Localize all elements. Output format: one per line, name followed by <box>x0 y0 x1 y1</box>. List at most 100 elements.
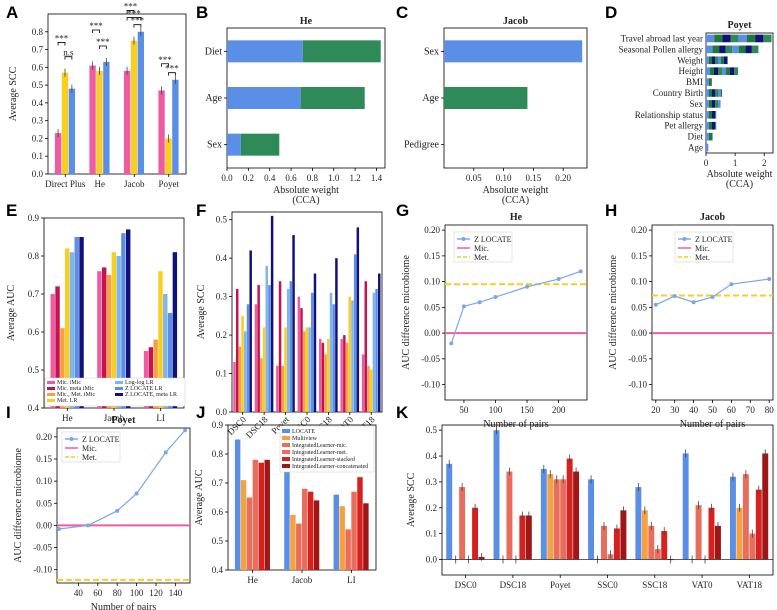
x-tick-label: 200 <box>552 405 566 415</box>
panel-title: Jacob <box>700 212 725 223</box>
panel-label-B: B <box>196 3 208 22</box>
bar-A <box>96 70 103 174</box>
bar-K <box>601 525 607 560</box>
bar-A <box>172 79 179 174</box>
y-tick-label: 0.6 <box>32 62 44 72</box>
y-tick-label: 0.15 <box>424 251 440 261</box>
bar-F <box>278 281 282 412</box>
x-tick-label: 0.6 <box>285 173 297 183</box>
bar-segment-D <box>725 45 733 54</box>
bar-A <box>103 62 110 174</box>
bar-segment-D <box>706 132 709 141</box>
y-tick-label: 0.8 <box>212 449 224 459</box>
bar-segment-D <box>706 111 709 119</box>
legend-label: Z LOCATE <box>82 435 120 444</box>
bar-J <box>240 480 247 570</box>
x-category-label: VAT0 <box>692 580 713 590</box>
x-tick-label: 80 <box>113 588 123 598</box>
bar-K <box>714 525 721 560</box>
bar-F <box>361 354 365 412</box>
y-tick-label: 0.05 <box>36 498 52 508</box>
bar-J <box>290 514 296 570</box>
bar-segment-D <box>706 78 709 86</box>
bar-K <box>506 471 513 560</box>
significance-bracket <box>57 42 66 46</box>
y-category-label: Sex <box>207 140 222 151</box>
bar-E <box>55 286 60 408</box>
bar-segment-D <box>712 111 715 119</box>
bar-segment-D <box>745 45 752 54</box>
series-line <box>655 278 770 306</box>
x-tick-label: 1 <box>733 158 738 168</box>
legend-label: Z LOCATE <box>474 235 512 244</box>
bar-F <box>375 288 378 412</box>
bar-K <box>525 515 532 560</box>
x-tick-label: 0.8 <box>307 173 319 183</box>
axes-frame <box>56 427 191 584</box>
data-point <box>134 491 139 496</box>
bar-K <box>560 479 567 560</box>
y-tick-label: 0.5 <box>216 215 228 225</box>
x-tick-label: 70 <box>746 405 756 415</box>
y-tick-label: 0.1 <box>216 369 227 379</box>
y-category-label: Age <box>205 93 222 104</box>
bar-segment-D <box>706 34 715 43</box>
bar-E <box>116 256 121 408</box>
bar-segment-D <box>722 67 727 75</box>
legend-label: Mic. iMic <box>57 380 81 386</box>
y-tick-label: 0.3 <box>426 477 438 487</box>
bar-F <box>257 285 260 412</box>
bar-F <box>343 335 346 412</box>
legend-label: Mic. <box>82 444 97 453</box>
x-axis-label: (CCA) <box>292 195 319 206</box>
legend-label: Met. <box>695 253 710 262</box>
bar-F <box>348 296 351 412</box>
y-axis-label: Average SCC <box>406 472 417 527</box>
panel-title: Poyet <box>112 415 137 426</box>
legend-swatch <box>47 381 55 384</box>
x-category-label: SSC18 <box>642 580 668 590</box>
bar-segment-D <box>712 89 715 97</box>
bar-segment-D <box>722 34 731 43</box>
panel-label-F: F <box>196 201 206 220</box>
data-point <box>578 269 583 274</box>
x-tick-label: 0.05 <box>466 173 482 183</box>
y-tick-label: 0.10 <box>36 476 52 486</box>
data-point <box>767 277 772 282</box>
bar-F <box>372 292 376 412</box>
bar-K <box>472 507 479 560</box>
bar-J <box>333 494 340 570</box>
data-point <box>183 428 188 433</box>
x-tick-label: 50 <box>459 405 469 415</box>
bar-F <box>313 273 317 412</box>
bar-segment-D <box>709 111 712 119</box>
panel-label-G: G <box>396 201 409 220</box>
bar-J <box>302 488 308 570</box>
axes-frame <box>441 424 774 576</box>
x-category-label: Direct Plus <box>45 179 86 189</box>
legend-swatch <box>115 381 123 384</box>
bar-K <box>736 507 743 560</box>
bar-C <box>444 40 583 63</box>
panel-G: He -0.10 -0.05 0.00 0.05 0.10 0.15 0.20 50 100 150… <box>401 212 588 430</box>
y-tick-label: -0.05 <box>628 354 647 364</box>
y-tick-label: -0.10 <box>628 380 647 390</box>
y-tick-label: 0.1 <box>426 529 437 539</box>
y-tick-label: 0.15 <box>36 454 52 464</box>
y-category-label: Pedigree <box>404 140 440 151</box>
bar-F <box>353 254 357 412</box>
significance-bracket <box>64 56 73 60</box>
bar-E <box>50 294 55 408</box>
y-category-label: Sex <box>690 99 704 109</box>
bar-F <box>302 331 306 412</box>
y-tick-label: 0.7 <box>212 478 224 488</box>
bar-segment-D <box>709 56 712 65</box>
panel-E: 0.4 0.5 0.6 0.7 0.8 0.9 He Jacob LI Average AUC Mi… <box>6 213 186 423</box>
x-category-label: DSC18 <box>244 414 270 440</box>
y-tick-label: 0.8 <box>32 27 44 37</box>
bar-K <box>493 430 500 560</box>
x-category-label: Jacob <box>104 413 125 423</box>
y-tick-label: 0.0 <box>426 554 438 564</box>
bar-K <box>620 510 627 560</box>
bar-segment-D <box>726 67 731 75</box>
